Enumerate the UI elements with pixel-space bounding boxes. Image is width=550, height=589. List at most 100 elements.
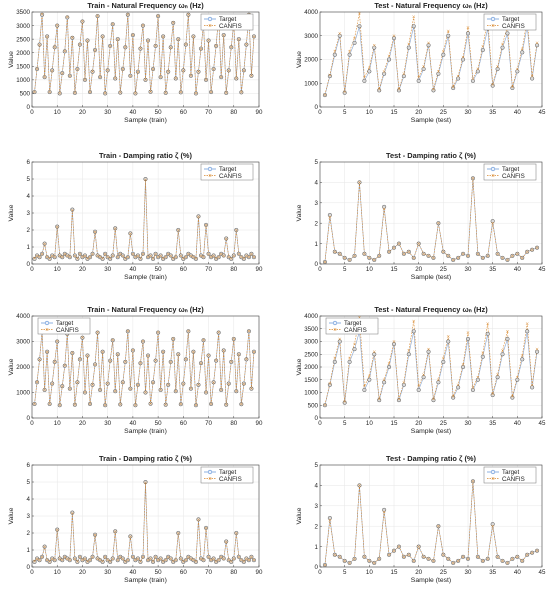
canfis-point (437, 524, 440, 528)
canfis-point (53, 45, 57, 49)
canfis-point (530, 74, 534, 78)
canfis-point (412, 559, 416, 563)
canfis-point (128, 387, 132, 391)
target-point (70, 207, 75, 212)
target-point (520, 50, 525, 55)
canfis-point (83, 254, 87, 258)
canfis-point (174, 389, 178, 393)
canfis-point (353, 254, 356, 258)
target-point (382, 380, 387, 385)
canfis-point (397, 87, 401, 91)
target-point (337, 339, 342, 344)
canfis-point (377, 557, 381, 561)
canfis-point (73, 403, 77, 406)
canfis-point (154, 358, 157, 362)
canfis-point (476, 252, 480, 256)
canfis-point (139, 560, 142, 563)
canfis-point (181, 560, 185, 563)
canfis-point (377, 397, 381, 401)
canfis-point (123, 257, 127, 260)
x-tick-label: 40 (514, 420, 521, 427)
x-tick-label: 10 (54, 420, 61, 427)
y-tick-label: 3 (315, 200, 319, 207)
target-point (530, 76, 535, 81)
canfis-point (93, 363, 97, 367)
x-axis-label: Sample (train) (124, 117, 167, 124)
y-tick-label: 0 (315, 564, 319, 571)
canfis-point (250, 387, 253, 390)
target-point (411, 329, 416, 334)
canfis-point (471, 386, 475, 389)
canfis-point (471, 176, 475, 180)
canfis-point (237, 38, 241, 41)
x-tick-label: 80 (230, 569, 237, 576)
x-tick-label: 20 (415, 109, 422, 116)
canfis-point (123, 560, 127, 563)
target-point (416, 78, 421, 83)
canfis-point (78, 357, 82, 361)
canfis-point (192, 255, 195, 259)
canfis-point (432, 397, 435, 401)
canfis-point (353, 557, 356, 561)
canfis-point (192, 558, 195, 562)
target-point (241, 256, 246, 261)
canfis-point (451, 394, 455, 398)
canfis-point (520, 47, 524, 51)
y-tick-label: 0 (315, 415, 319, 422)
canfis-point (50, 69, 54, 73)
canfis-point (343, 90, 347, 93)
canfis-point (48, 90, 52, 94)
canfis-point (466, 331, 470, 334)
canfis-point (141, 339, 145, 343)
y-tick-label: 0 (27, 261, 31, 268)
canfis-point (422, 555, 425, 559)
canfis-point (126, 329, 130, 333)
target-point (426, 43, 431, 48)
legend-target-marker (332, 320, 338, 326)
legend-target-marker (490, 16, 496, 22)
y-tick-label: 4 (27, 496, 31, 503)
target-point (322, 93, 327, 98)
canfis-point (164, 403, 168, 406)
canfis-point (88, 558, 92, 562)
canfis-point (229, 560, 233, 563)
y-tick-label: 3000 (304, 339, 318, 346)
canfis-point (55, 225, 59, 229)
canfis-point (166, 70, 170, 73)
canfis-point (207, 353, 210, 357)
target-point (327, 382, 332, 387)
canfis-point (237, 353, 241, 356)
canfis-point (520, 559, 524, 563)
target-point (332, 359, 337, 364)
target-point (65, 15, 70, 20)
canfis-point (417, 545, 421, 548)
legend-target-label: Target (219, 469, 236, 476)
canfis-point (189, 557, 193, 561)
canfis-point (197, 70, 200, 73)
canfis-point (63, 364, 67, 367)
y-tick-label: 4 (315, 180, 319, 187)
canfis-point (126, 558, 130, 562)
x-tick-label: 45 (539, 109, 546, 116)
canfis-point (338, 252, 342, 256)
canfis-point (93, 48, 97, 52)
canfis-point (189, 387, 193, 390)
canfis-point (58, 557, 62, 561)
canfis-point (93, 230, 97, 234)
canfis-point (252, 558, 256, 562)
canfis-point (511, 85, 514, 89)
canfis-point (239, 255, 243, 259)
canfis-point (194, 91, 198, 95)
y-tick-label: 0 (27, 104, 31, 111)
canfis-point (239, 402, 243, 406)
canfis-point (461, 252, 465, 256)
canfis-point (187, 13, 190, 16)
chart-panel-3: 0 10 20 30 40 50 60 70 80 90 0 1 2 3 4 5 6 Train - Dampin… (8, 151, 263, 281)
canfis-point (197, 215, 200, 219)
legend-target-marker (207, 166, 213, 172)
canfis-point (48, 560, 52, 563)
canfis-point (441, 250, 445, 254)
